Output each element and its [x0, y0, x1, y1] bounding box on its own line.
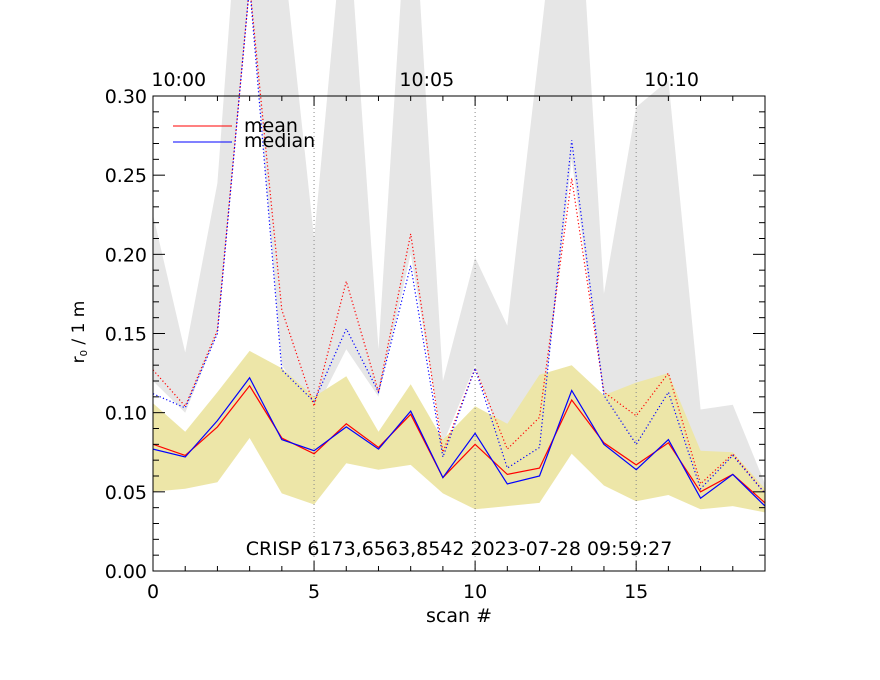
- legend: mean median: [173, 115, 315, 152]
- chart-annotation: CRISP 6173,6563,8542 2023-07-28 09:59:27: [246, 538, 673, 560]
- y-axis-label: r0 / 1 m: [69, 301, 90, 364]
- x-tick-label: 5: [308, 581, 320, 603]
- range-band-gray: [153, 0, 765, 492]
- legend-mean-label: mean: [244, 115, 298, 137]
- y-tick-label: 0.00: [105, 561, 147, 583]
- top-time-label: 10:05: [399, 69, 454, 91]
- y-tick-label: 0.25: [105, 165, 147, 187]
- x-tick-label: 0: [147, 581, 159, 603]
- series-median: [153, 376, 765, 507]
- series-mean: [153, 384, 765, 504]
- series-mean-dotted: [153, 0, 765, 494]
- series-median-dotted: [153, 0, 765, 494]
- range-band-yellow: [153, 350, 765, 513]
- y-tick-label: 0.30: [105, 86, 147, 108]
- x-tick-label: 15: [624, 581, 648, 603]
- y-tick-label: 0.15: [105, 324, 147, 346]
- y-tick-label: 0.20: [105, 244, 147, 266]
- x-axis-label: scan #: [426, 605, 492, 627]
- y-tick-label: 0.10: [105, 403, 147, 425]
- top-time-label: 10:00: [151, 69, 206, 91]
- y-tick-label: 0.05: [105, 482, 147, 504]
- legend-median-label: median: [244, 130, 315, 152]
- top-time-label: 10:10: [644, 69, 699, 91]
- x-tick-label: 10: [463, 581, 487, 603]
